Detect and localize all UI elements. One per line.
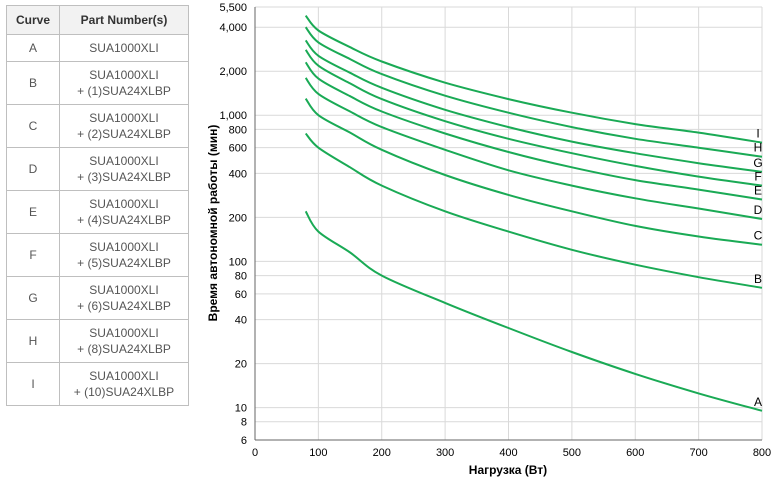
part-number: + (1)SUA24XLBP	[77, 84, 171, 98]
curve-id-cell: A	[6, 34, 60, 62]
part-number: SUA1000XLI	[89, 68, 159, 82]
part-number: SUA1000XLI	[89, 154, 159, 168]
x-tick-label: 700	[689, 447, 707, 459]
series-line-g	[304, 39, 763, 173]
curve-label-i: I	[756, 127, 759, 141]
y-tick-label: 800	[229, 124, 247, 136]
part-number: + (4)SUA24XLBP	[77, 213, 171, 227]
part-numbers-cell: SUA1000XLI + (4)SUA24XLBP	[59, 190, 189, 234]
table-row: E SUA1000XLI + (4)SUA24XLBP	[6, 190, 189, 234]
y-tick-label: 6	[241, 435, 247, 447]
series-lines	[304, 14, 763, 412]
table-row: B SUA1000XLI + (1)SUA24XLBP	[6, 61, 189, 105]
series-line-c	[304, 97, 763, 246]
y-tick-label: 4,000	[219, 22, 247, 34]
curve-id-cell: E	[6, 190, 60, 234]
series-line-h	[304, 26, 763, 158]
curve-id-cell: I	[6, 362, 60, 406]
x-tick-label: 800	[753, 447, 771, 459]
series-line-b	[304, 132, 763, 289]
curve-legend-table: Curve Part Number(s) A SUA1000XLI B SUA1000…	[6, 5, 189, 406]
part-number: + (2)SUA24XLBP	[77, 127, 171, 141]
table-row: G SUA1000XLI + (6)SUA24XLBP	[6, 276, 189, 320]
part-numbers-cell: SUA1000XLI + (6)SUA24XLBP	[59, 276, 189, 320]
header-curve: Curve	[6, 5, 60, 35]
y-tick-label: 10	[235, 403, 247, 415]
curve-id-cell: F	[6, 233, 60, 277]
y-tick-label: 200	[229, 212, 247, 224]
part-number: SUA1000XLI	[89, 326, 159, 340]
curve-label-g: G	[753, 156, 762, 170]
x-tick-label: 600	[626, 447, 644, 459]
table-row: C SUA1000XLI + (2)SUA24XLBP	[6, 104, 189, 148]
part-number: SUA1000XLI	[89, 111, 159, 125]
y-tick-label: 400	[229, 168, 247, 180]
curve-label-d: D	[754, 203, 763, 217]
part-numbers-cell: SUA1000XLI + (10)SUA24XLBP	[59, 362, 189, 406]
table-header-row: Curve Part Number(s)	[6, 5, 189, 35]
part-number: + (8)SUA24XLBP	[77, 342, 171, 356]
grid	[254, 6, 763, 441]
curve-label-e: E	[754, 184, 762, 198]
x-tick-label: 500	[563, 447, 581, 459]
part-number: SUA1000XLI	[89, 369, 159, 383]
x-axis-title: Нагрузка (Вт)	[469, 463, 547, 477]
y-tick-label: 100	[229, 256, 247, 268]
curve-label-h: H	[754, 141, 763, 155]
y-axis-title: Время автономной работы (мин)	[206, 125, 220, 322]
x-tick-label: 0	[252, 447, 258, 459]
part-numbers-cell: SUA1000XLI + (2)SUA24XLBP	[59, 104, 189, 148]
y-tick-label: 40	[235, 315, 247, 327]
y-tick-label: 5,500	[219, 2, 247, 14]
series-line-d	[304, 77, 763, 220]
y-tick-label: 600	[229, 143, 247, 155]
part-number: SUA1000XLI	[89, 283, 159, 297]
curve-id-cell: G	[6, 276, 60, 320]
part-number: SUA1000XLI	[89, 240, 159, 254]
curve-id-cell: B	[6, 61, 60, 105]
y-tick-label: 60	[235, 289, 247, 301]
series-line-e	[304, 61, 763, 201]
x-tick-label: 300	[436, 447, 454, 459]
curve-id-cell: C	[6, 104, 60, 148]
x-tick-label: 400	[499, 447, 517, 459]
y-tick-label: 2,000	[219, 66, 247, 78]
axes: 0 100 200 300 400 500 600 700 800 6 8 10 20 40 60 80 100…	[219, 2, 771, 459]
table-body: A SUA1000XLI B SUA1000XLI + (1)SUA24XLBP C SUA…	[6, 34, 189, 406]
part-numbers-cell: SUA1000XLI + (1)SUA24XLBP	[59, 61, 189, 105]
series-line-a	[304, 210, 763, 412]
part-number: + (3)SUA24XLBP	[77, 170, 171, 184]
part-numbers-cell: SUA1000XLI + (3)SUA24XLBP	[59, 147, 189, 191]
part-number: SUA1000XLI	[89, 41, 159, 55]
part-number: + (10)SUA24XLBP	[73, 385, 175, 399]
table-row: I SUA1000XLI + (10)SUA24XLBP	[6, 362, 189, 406]
curve-label-a: A	[754, 395, 762, 409]
table-row: A SUA1000XLI	[6, 34, 189, 62]
curve-label-c: C	[754, 229, 763, 243]
table-row: D SUA1000XLI + (3)SUA24XLBP	[6, 147, 189, 191]
part-numbers-cell: SUA1000XLI	[59, 34, 189, 62]
series-line-i	[304, 14, 763, 144]
curve-label-f: F	[754, 170, 761, 184]
x-tick-label: 100	[309, 447, 327, 459]
table-row: H SUA1000XLI + (8)SUA24XLBP	[6, 319, 189, 363]
curve-label-b: B	[754, 272, 762, 286]
y-tick-label: 80	[235, 271, 247, 283]
part-number: + (5)SUA24XLBP	[77, 256, 171, 270]
part-number: SUA1000XLI	[89, 197, 159, 211]
part-number: + (6)SUA24XLBP	[77, 299, 171, 313]
header-part-numbers: Part Number(s)	[59, 5, 189, 35]
series-line-f	[304, 49, 763, 187]
x-tick-label: 200	[373, 447, 391, 459]
y-tick-label: 8	[241, 417, 247, 429]
y-tick-label: 1,000	[219, 110, 247, 122]
y-tick-label: 20	[235, 359, 247, 371]
